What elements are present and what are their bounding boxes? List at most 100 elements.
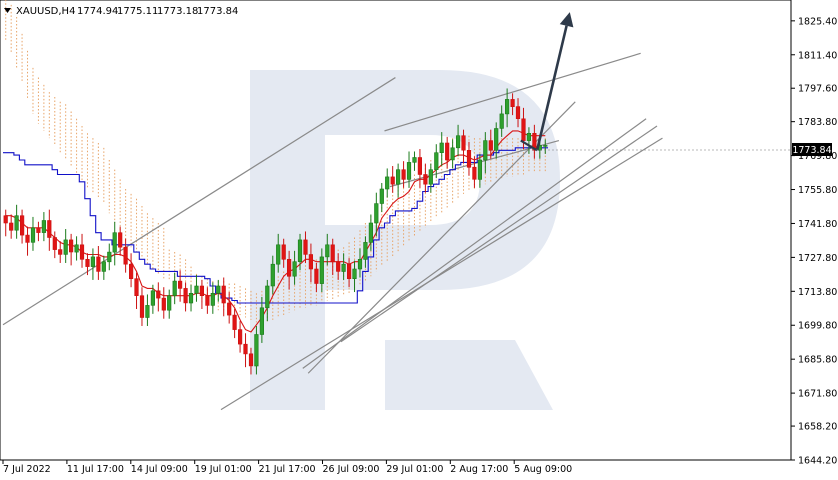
- candle: [314, 262, 319, 293]
- candle-body: [423, 174, 428, 185]
- candle-body: [515, 106, 521, 119]
- candle-body: [183, 288, 188, 304]
- candle: [232, 309, 237, 339]
- candle: [281, 238, 286, 268]
- candle: [74, 236, 79, 261]
- candle-body: [178, 280, 183, 289]
- candle: [488, 129, 493, 159]
- candle-body: [357, 258, 363, 270]
- candle-body: [412, 157, 417, 163]
- candle: [58, 241, 63, 263]
- time-tick-label: 7 Jul 2022: [3, 464, 51, 475]
- kijun-line: [3, 147, 548, 304]
- candle: [434, 144, 439, 179]
- candle-body: [472, 166, 477, 180]
- candle-body: [96, 256, 101, 272]
- candle-body: [259, 307, 265, 335]
- candle-body: [483, 140, 488, 161]
- price-tick-label: 1811.40: [798, 50, 837, 61]
- candle: [455, 124, 461, 157]
- time-tick-label: 5 Aug 09:00: [514, 464, 572, 475]
- forecast-arrow-pullback: [520, 139, 538, 152]
- candle: [352, 260, 357, 293]
- candle: [101, 255, 106, 280]
- close-price: 1773.84: [197, 6, 238, 17]
- candle: [25, 226, 30, 256]
- candle: [363, 236, 368, 268]
- dropdown-triangle-icon[interactable]: [4, 8, 11, 13]
- candle: [417, 149, 423, 188]
- candle-body: [188, 292, 194, 304]
- candle-body: [526, 133, 531, 141]
- candle-body: [417, 157, 423, 175]
- candle-body: [25, 234, 30, 243]
- candle-body: [314, 268, 319, 284]
- candle: [341, 253, 346, 280]
- tenkan-path: [5, 130, 546, 333]
- candle: [123, 238, 128, 273]
- price-tick-label: 1685.80: [798, 355, 837, 366]
- candle-body: [79, 244, 85, 260]
- candle-body: [14, 215, 19, 231]
- candle-body: [395, 169, 401, 185]
- candle-body: [488, 140, 493, 151]
- candle-body: [455, 135, 461, 149]
- time-tick-label: 19 Jul 01:00: [195, 464, 252, 475]
- candle: [79, 233, 85, 268]
- candle-body: [406, 162, 412, 180]
- candle: [499, 105, 504, 137]
- candle: [401, 161, 406, 188]
- candle-body: [74, 244, 79, 253]
- candle: [494, 122, 499, 159]
- candle: [510, 93, 515, 116]
- time-tick-label: 26 Jul 09:00: [323, 464, 380, 475]
- price-tick-label: 1783.80: [798, 117, 837, 128]
- candle-body: [297, 239, 303, 262]
- candle-body: [172, 280, 177, 296]
- candle: [286, 250, 292, 290]
- candle-body: [90, 256, 95, 267]
- price-tick-label: 1644.20: [798, 456, 837, 467]
- candle-body: [494, 128, 499, 151]
- candle: [368, 214, 374, 251]
- high-price: 1775.11: [117, 6, 158, 17]
- candle: [156, 282, 161, 312]
- candle-body: [292, 261, 297, 277]
- time-tick-label: 11 Jul 17:00: [67, 464, 124, 475]
- candle: [336, 253, 341, 280]
- candle: [346, 258, 352, 288]
- symbol-label: XAUUSD,H4: [16, 6, 75, 17]
- current-price-marker: 1773.84: [520, 143, 832, 156]
- candle: [129, 253, 134, 288]
- candle: [423, 163, 428, 193]
- candle-body: [129, 263, 134, 280]
- kijun-path: [3, 147, 548, 304]
- candle-body: [254, 334, 259, 367]
- candle-body: [216, 285, 221, 294]
- candle: [385, 168, 390, 198]
- candle-body: [510, 99, 515, 108]
- candle-body: [363, 242, 368, 260]
- candle-body: [428, 169, 433, 185]
- candle: [188, 284, 194, 312]
- candle: [450, 139, 455, 169]
- candle: [526, 127, 531, 154]
- candle: [379, 182, 384, 213]
- candle-body: [434, 152, 439, 170]
- candle-body: [319, 256, 324, 284]
- price-tick-label: 1741.80: [798, 219, 837, 230]
- candle: [107, 243, 112, 271]
- candle: [210, 282, 215, 314]
- candle: [445, 136, 450, 169]
- candle: [47, 209, 52, 251]
- candle-body: [221, 285, 226, 304]
- candle: [308, 243, 314, 283]
- candle: [216, 279, 221, 302]
- candle: [254, 325, 259, 375]
- candle-body: [85, 258, 90, 267]
- candle-body: [248, 353, 254, 367]
- candle-body: [521, 118, 526, 141]
- candle-body: [499, 113, 504, 129]
- candle-body: [270, 263, 275, 287]
